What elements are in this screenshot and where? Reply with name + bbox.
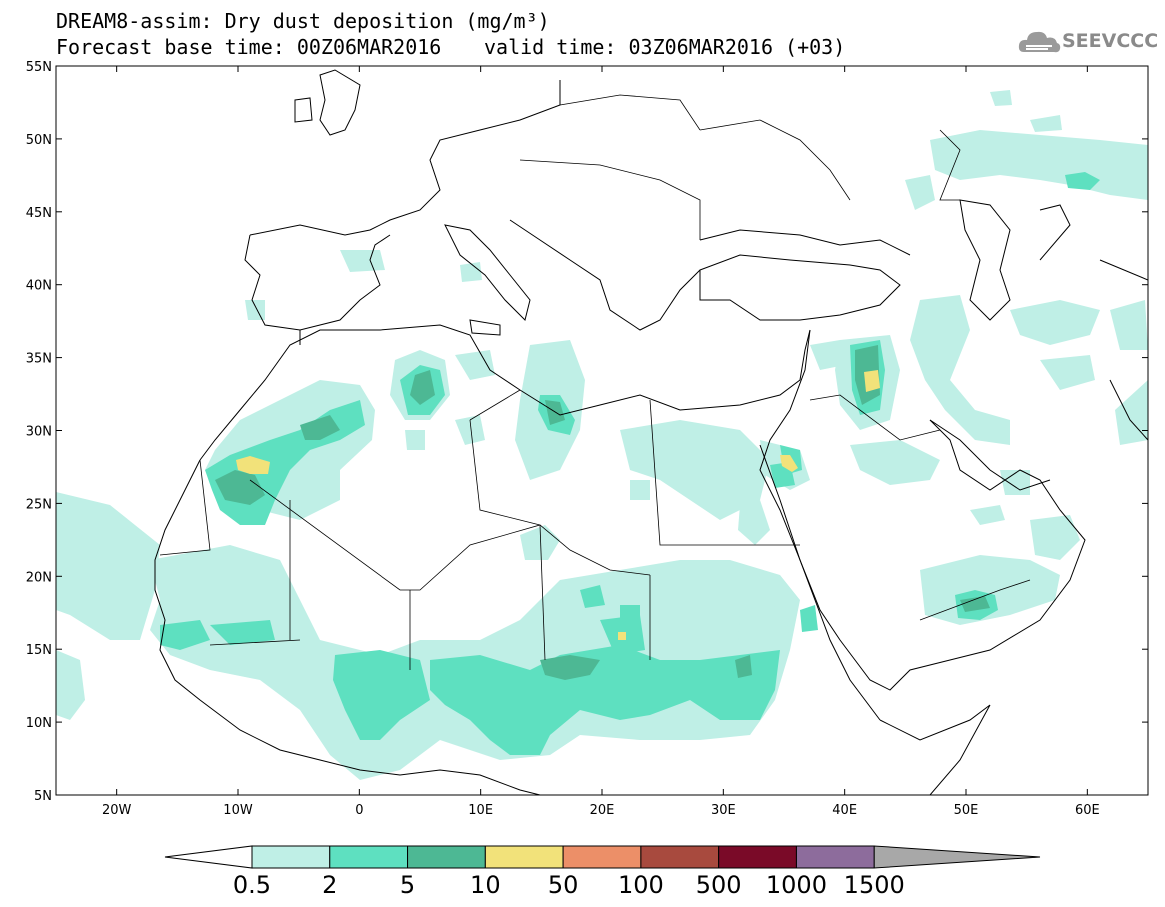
logo-text: SEEVCCC (1062, 30, 1159, 52)
colorbar-label: 1500 (844, 871, 905, 899)
lat-label: 15N (26, 643, 52, 658)
colorbar-swatch (329, 845, 409, 869)
colorbar: 0.5 2 5 10 50 100 500 1000 1500 (164, 845, 1041, 899)
lat-label: 25N (26, 497, 52, 512)
colorbar-swatch (640, 845, 720, 869)
longitude-axis: 20W 10W 0 10E 20E 30E 40E 50E 60E (102, 66, 1100, 818)
colorbar-swatch (484, 845, 564, 869)
lat-label: 50N (26, 133, 52, 148)
colorbar-label: 100 (618, 871, 664, 899)
dust-deposition-field (56, 90, 1148, 780)
lat-label: 10N (26, 716, 52, 731)
lon-label: 30E (711, 803, 736, 818)
lon-label: 20E (590, 803, 615, 818)
lon-label: 40E (832, 803, 857, 818)
colorbar-label: 10 (470, 871, 501, 899)
forecast-base-time: Forecast base time: 00Z06MAR2016 (56, 35, 442, 59)
colorbar-swatch (795, 845, 875, 869)
lon-label: 20W (102, 803, 132, 818)
lat-label: 35N (26, 352, 52, 367)
lon-label: 60E (1075, 803, 1100, 818)
seevccc-logo: SEEVCCC (1018, 26, 1158, 58)
latitude-axis: 55N 50N 45N 40N 35N 30N 25N 20N 15N 10N 5N (26, 60, 1148, 804)
lat-label: 20N (26, 570, 52, 585)
colorbar-swatch (251, 845, 331, 869)
lat-label: 30N (26, 425, 52, 440)
valid-time: valid time: 03Z06MAR2016 (+03) (484, 35, 846, 59)
colorbar-arrow-low (164, 845, 253, 869)
lon-label: 10W (223, 803, 253, 818)
colorbar-label: 2 (322, 871, 337, 899)
lon-label: 50E (954, 803, 979, 818)
colorbar-label: 1000 (766, 871, 827, 899)
colorbar-swatch (407, 845, 486, 869)
colorbar-label: 5 (400, 871, 415, 899)
lat-label: 45N (26, 206, 52, 221)
colorbar-label: 0.5 (233, 871, 271, 899)
map-title: DREAM8-assim: Dry dust deposition (mg/m³… (56, 9, 550, 33)
lon-label: 0 (355, 803, 363, 818)
lon-label: 10E (468, 803, 493, 818)
colorbar-label: 500 (696, 871, 742, 899)
lat-label: 5N (34, 789, 52, 804)
coastlines (154, 69, 1148, 795)
cloud-icon (1018, 31, 1061, 53)
colorbar-swatch (562, 845, 642, 869)
lat-label: 40N (26, 279, 52, 294)
colorbar-swatch (718, 845, 797, 869)
lat-label: 55N (26, 60, 52, 75)
colorbar-arrow-high (873, 845, 1041, 869)
colorbar-label: 50 (548, 871, 579, 899)
